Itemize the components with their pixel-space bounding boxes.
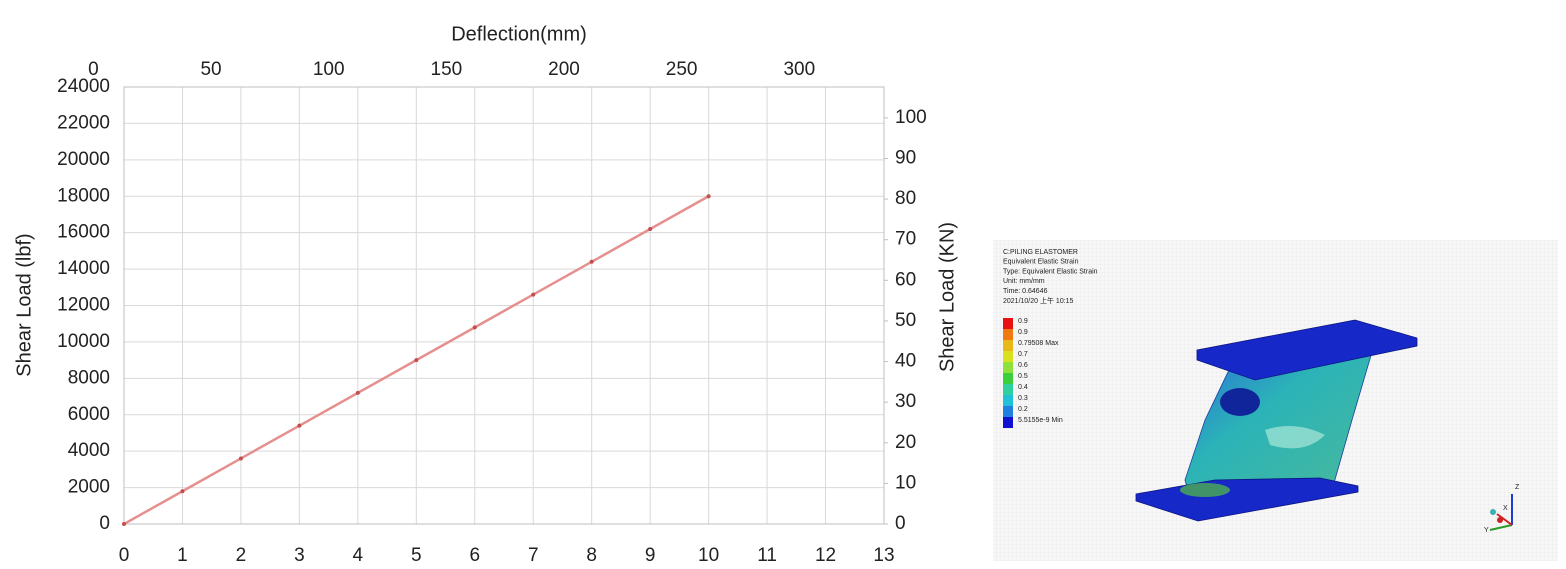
x-tick-label: 12 xyxy=(815,545,836,566)
x-tick-label: 8 xyxy=(586,545,597,566)
fea-legend-label: 0.3 xyxy=(1018,395,1028,402)
fea-legend-swatch xyxy=(1003,417,1013,428)
x2-tick-label: 50 xyxy=(200,59,221,80)
point xyxy=(472,325,477,330)
y-tick-label: 0 xyxy=(99,513,110,534)
point xyxy=(297,423,302,428)
fea-legend-label: 0.7 xyxy=(1018,351,1028,358)
x-tick-label: 0 xyxy=(119,545,130,566)
fea-info: Time: 0.64646 xyxy=(1003,288,1048,295)
fea-legend-label: 0.4 xyxy=(1018,384,1028,391)
fea-legend-label: 0.79508 Max xyxy=(1018,340,1059,347)
y-tick-label: 14000 xyxy=(57,258,110,279)
y2-tick-label: 70 xyxy=(895,229,916,250)
fea-info: Equivalent Elastic Strain xyxy=(1003,259,1079,266)
y-tick-label: 12000 xyxy=(57,295,110,316)
y2-tick-label: 30 xyxy=(895,391,916,412)
point xyxy=(122,522,126,526)
x2-axis-title: Deflection(mm) xyxy=(451,23,587,45)
fea-triad-label: Y xyxy=(1484,527,1489,534)
fea-legend-label: 5.5155e-9 Min xyxy=(1018,417,1063,424)
y2-tick-label: 60 xyxy=(895,269,916,290)
fea-legend-swatch xyxy=(1003,384,1013,395)
point xyxy=(238,456,243,461)
y2-tick-label: 50 xyxy=(895,310,916,331)
fea-info: C:PILING ELASTOMER xyxy=(1003,249,1078,256)
point xyxy=(355,390,360,395)
y-tick-label: 8000 xyxy=(68,367,110,388)
fea-legend-swatch xyxy=(1003,318,1013,329)
x2-tick-label: 300 xyxy=(783,59,815,80)
plot-frame xyxy=(123,86,885,525)
x-tick-label: 6 xyxy=(469,545,480,566)
y-tick-label: 10000 xyxy=(57,331,110,352)
x-tick-label: 9 xyxy=(645,545,656,566)
y-tick-label: 24000 xyxy=(57,76,110,97)
fea-legend-swatch xyxy=(1003,329,1013,340)
fea-info: Type: Equivalent Elastic Strain xyxy=(1003,268,1098,275)
y2-tick-label: 90 xyxy=(895,147,916,168)
fea-legend-swatch xyxy=(1003,351,1013,362)
fea-legend-label: 0.9 xyxy=(1018,318,1028,325)
fea-triad xyxy=(1489,494,1513,531)
fea-legend-label: 0.9 xyxy=(1018,329,1028,336)
y-axis-title: Shear Load (lbf) xyxy=(13,233,35,376)
fea-legend-label: 0.5 xyxy=(1018,373,1028,380)
x2-tick-label: 200 xyxy=(548,59,580,80)
x2-tick-label: 0 xyxy=(88,59,99,80)
x-tick-label: 2 xyxy=(236,545,247,566)
fea-triad-label: Z xyxy=(1515,484,1520,491)
y-tick-label: 16000 xyxy=(57,222,110,243)
x-tick-label: 5 xyxy=(411,545,422,566)
y2-axis-title: Shear Load (KN) xyxy=(936,222,958,372)
point xyxy=(414,358,419,363)
fea-legend-swatch xyxy=(1003,373,1013,384)
fea-legend-swatch xyxy=(1003,406,1013,417)
y2-tick-label: 0 xyxy=(895,513,906,534)
point xyxy=(180,489,185,494)
x-tick-label: 13 xyxy=(873,545,894,566)
fea-legend-swatch xyxy=(1003,340,1013,351)
x-tick-label: 10 xyxy=(698,545,719,566)
y-tick-label: 22000 xyxy=(57,112,110,133)
fea-top-plate xyxy=(1196,319,1418,381)
fea-legend-swatch xyxy=(1003,395,1013,406)
y2-tick-label: 100 xyxy=(895,107,927,128)
fea-legend-swatch xyxy=(1003,362,1013,373)
x2-tick-label: 150 xyxy=(431,59,463,80)
y2-tick-label: 20 xyxy=(895,432,916,453)
y-tick-label: 18000 xyxy=(57,185,110,206)
y2-tick-label: 80 xyxy=(895,188,916,209)
point xyxy=(648,227,653,232)
fea-region xyxy=(1180,483,1230,497)
y-tick-label: 20000 xyxy=(57,149,110,170)
y2-tick-label: 40 xyxy=(895,351,916,372)
fea-triad-label: X xyxy=(1503,505,1508,512)
x-tick-label: 7 xyxy=(528,545,539,566)
y-tick-label: 6000 xyxy=(68,404,110,425)
x2-tick-label: 250 xyxy=(666,59,698,80)
fea-legend-label: 0.6 xyxy=(1018,362,1028,369)
y-tick-label: 2000 xyxy=(68,477,110,498)
x-tick-label: 11 xyxy=(757,545,777,566)
fea-image: C:PILING ELASTOMER Equivalent Elastic Str… xyxy=(993,240,1558,561)
point xyxy=(589,259,594,264)
x-tick-label: 3 xyxy=(294,545,305,566)
point xyxy=(531,292,536,297)
fea-legend-label: 0.2 xyxy=(1018,406,1028,413)
fea-hotspot xyxy=(1220,388,1260,416)
y-tick-label: 4000 xyxy=(68,440,110,461)
point xyxy=(706,194,711,199)
x2-tick-label: 100 xyxy=(313,59,345,80)
fea-info: 2021/10/20 上午 10:15 xyxy=(1003,296,1074,305)
fea-info: Unit: mm/mm xyxy=(1003,278,1045,285)
x-tick-label: 1 xyxy=(177,545,188,566)
y2-tick-label: 10 xyxy=(895,472,916,493)
fea-region xyxy=(1265,426,1325,449)
x-tick-label: 4 xyxy=(353,545,364,566)
